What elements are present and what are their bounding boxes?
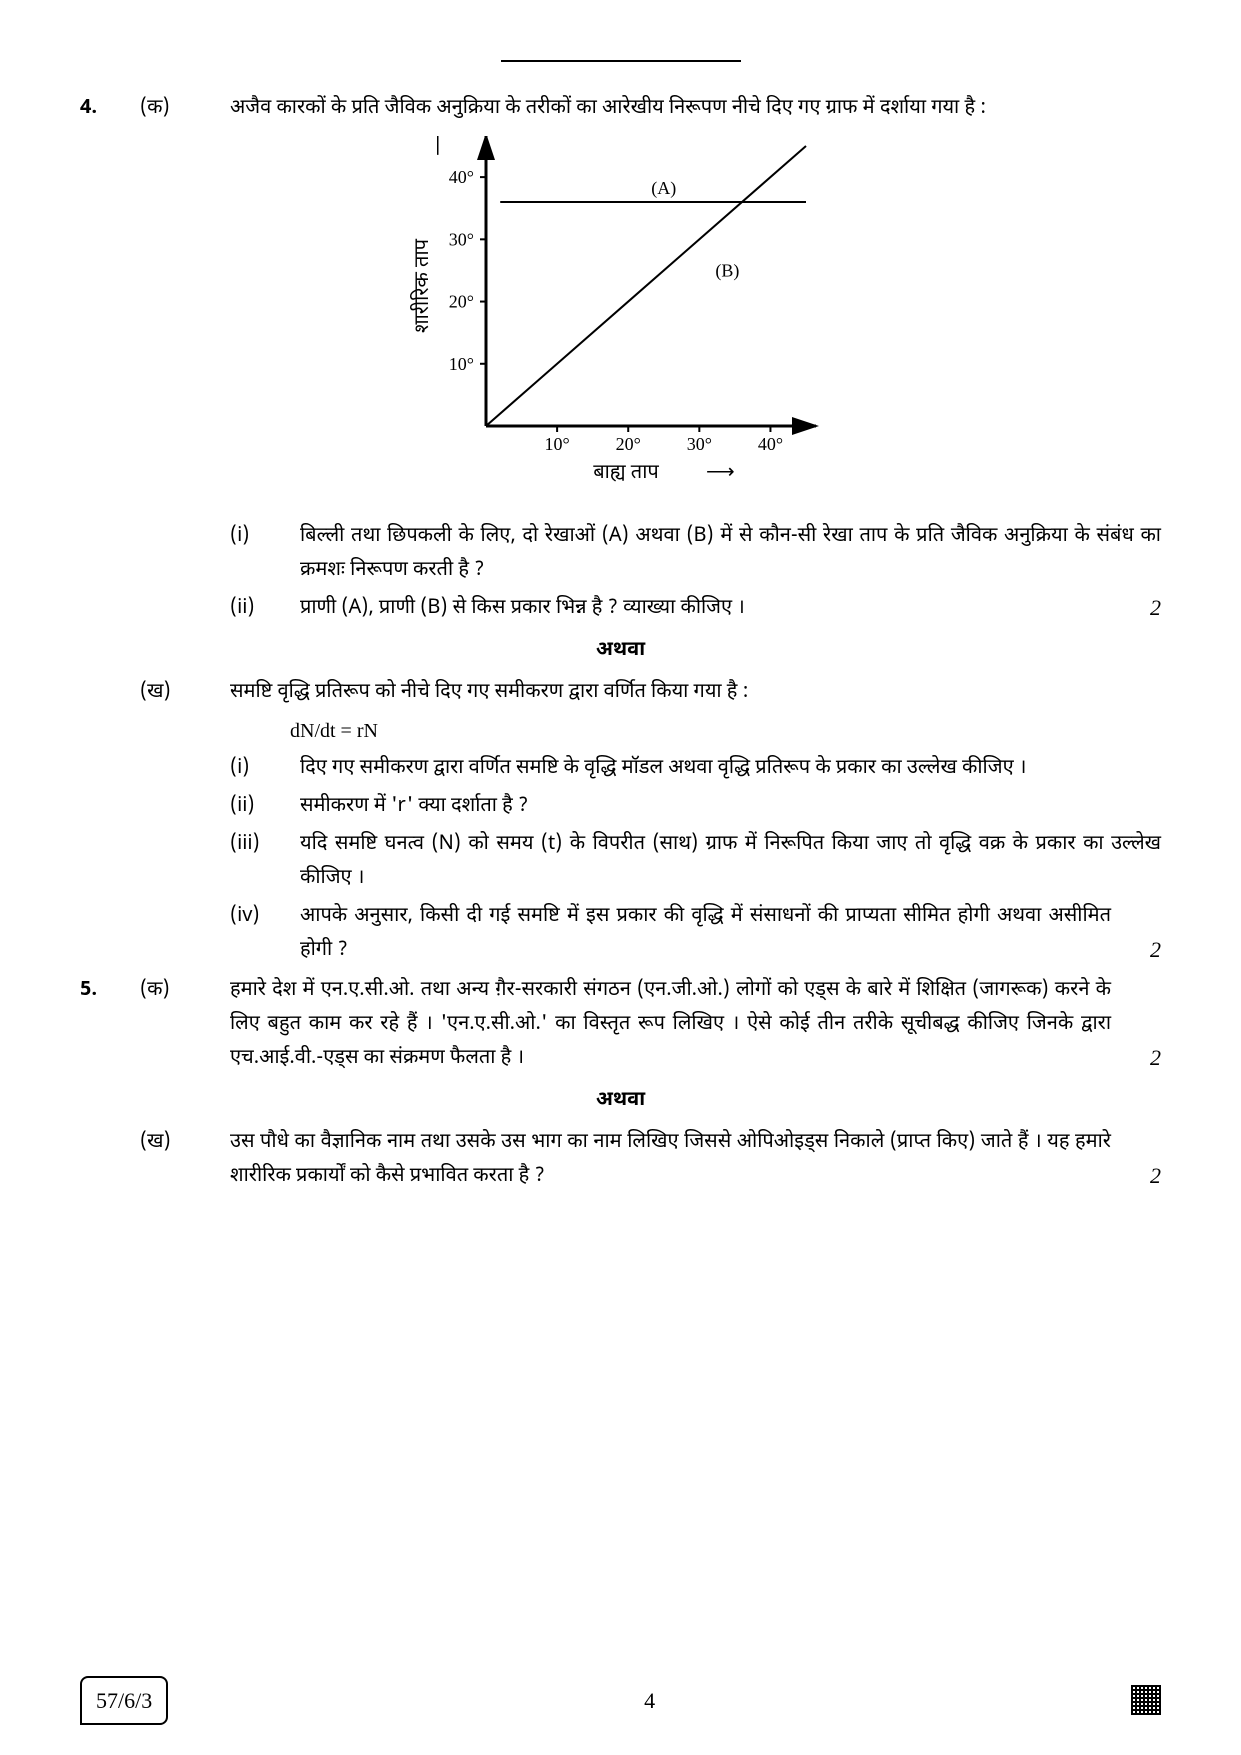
q4b-i-text: दिए गए समीकरण द्वारा वर्णित समष्टि के वृ… (300, 752, 1161, 786)
marks: 2 (1131, 1157, 1161, 1194)
sub-label: (i) (230, 752, 280, 786)
horizontal-rule (501, 60, 741, 62)
sub-label: (ii) (230, 790, 280, 824)
sub-label: (ii) (230, 592, 280, 626)
q5b-text: उस पौधे का वैज्ञानिक नाम तथा उसके उस भाग… (230, 1126, 1111, 1194)
q5a-text: हमारे देश में एन.ए.सी.ओ. तथा अन्य ग़ैर-स… (230, 974, 1111, 1076)
marks: 2 (1131, 1039, 1161, 1076)
svg-text:40°: 40° (757, 434, 782, 454)
page-footer: 57/6/3 4 (80, 1676, 1161, 1725)
qr-code-icon (1131, 1685, 1161, 1715)
chart-container: 10° 20° 30° 40° 10° 20° 30° 40° (A) (B) शारीरिक ता… (80, 136, 1161, 496)
svg-text:(A): (A) (651, 178, 676, 199)
question-number: 5. (80, 974, 110, 1076)
marks: 2 (1131, 589, 1161, 626)
svg-text:10°: 10° (544, 434, 569, 454)
q4b-row: (ख) समष्टि वृद्धि प्रतिरूप को नीचे दिए ग… (80, 676, 1161, 968)
svg-text:20°: 20° (615, 434, 640, 454)
q4b-ii-text: समीकरण में 'r' क्या दर्शाता है ? (300, 790, 1161, 824)
svg-text:शारीरिक ताप: शारीरिक ताप (409, 238, 437, 333)
question-5a-row: 5. (क) हमारे देश में एन.ए.सी.ओ. तथा अन्य… (80, 974, 1161, 1076)
question-4a-row: 4. (क) अजैव कारकों के प्रति जैविक अनुक्र… (80, 92, 1161, 126)
svg-text:30°: 30° (448, 229, 473, 249)
question-5b-row: (ख) उस पौधे का वैज्ञानिक नाम तथा उसके उस… (80, 1126, 1161, 1194)
svg-text:10°: 10° (448, 354, 473, 374)
q4b-iii-text: यदि समष्टि घनत्व (N) को समय (t) के विपरी… (300, 828, 1161, 896)
sub-label: (i) (230, 520, 280, 588)
svg-text:⟶: ⟶ (427, 136, 449, 156)
sub-label: (iii) (230, 828, 280, 896)
paper-code: 57/6/3 (80, 1676, 168, 1725)
q4a-intro: अजैव कारकों के प्रति जैविक अनुक्रिया के … (230, 92, 1161, 126)
option-label: (क) (140, 974, 200, 1076)
q4b-iv-text: आपके अनुसार, किसी दी गई समष्टि में इस प्… (300, 900, 1111, 968)
question-number: 4. (80, 92, 110, 126)
svg-text:(B): (B) (715, 261, 739, 282)
q4a-i-text: बिल्ली तथा छिपकली के लिए, दो रेखाओं (A) … (300, 520, 1161, 588)
q4b-intro: समष्टि वृद्धि प्रतिरूप को नीचे दिए गए सम… (230, 676, 1161, 710)
option-label: (क) (140, 92, 200, 126)
or-label: अथवा (80, 634, 1161, 668)
sub-label: (iv) (230, 900, 280, 968)
svg-text:बाह्य ताप: बाह्य ताप (593, 461, 659, 487)
equation: dN/dt = rN (230, 714, 1161, 748)
svg-text:40°: 40° (448, 167, 473, 187)
svg-text:30°: 30° (686, 434, 711, 454)
or-label: अथवा (80, 1084, 1161, 1118)
marks: 2 (1131, 931, 1161, 968)
q4a-i-row: (i) बिल्ली तथा छिपकली के लिए, दो रेखाओं … (80, 516, 1161, 626)
q4a-ii-text: प्राणी (A), प्राणी (B) से किस प्रकार भिन… (300, 592, 1111, 626)
page-number: 4 (644, 1682, 655, 1719)
option-label: (ख) (140, 1126, 200, 1194)
temperature-chart: 10° 20° 30° 40° 10° 20° 30° 40° (A) (B) शारीरिक ता… (406, 136, 836, 496)
svg-text:⟶: ⟶ (706, 461, 735, 483)
svg-text:20°: 20° (448, 292, 473, 312)
option-label: (ख) (140, 676, 200, 968)
